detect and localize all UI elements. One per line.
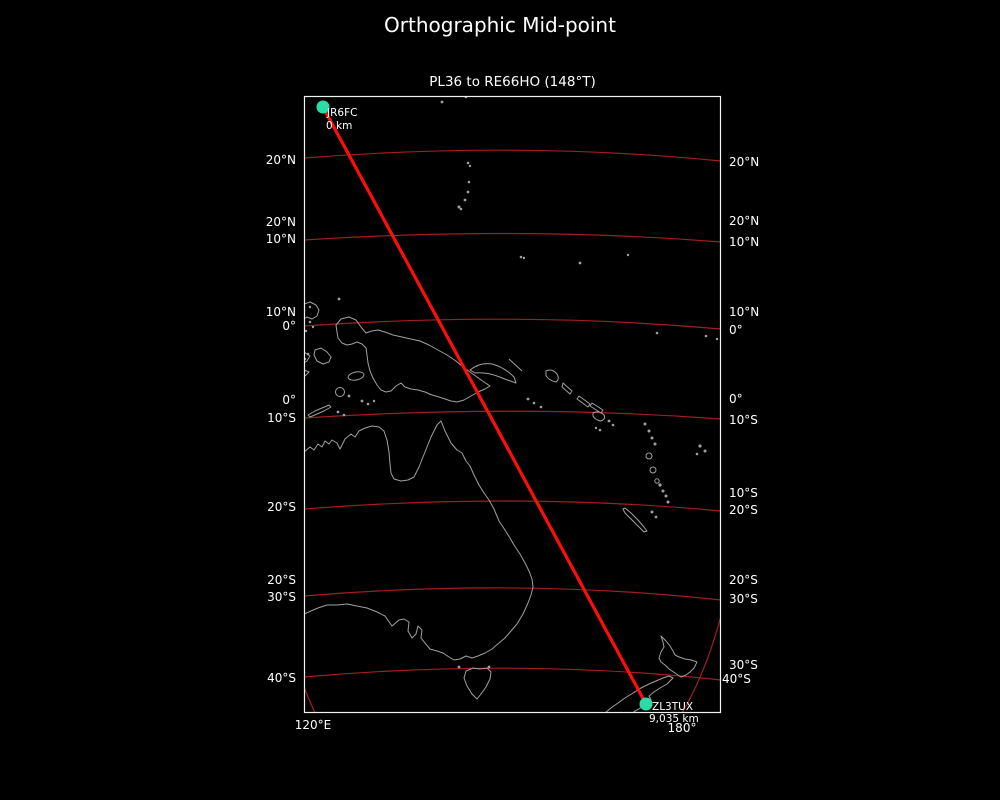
meridian-gridlines [304,615,721,713]
end-marker-callsign: ZL3TUX [652,701,694,713]
start-marker [316,100,330,114]
lat-tick-left: 0° [282,393,296,407]
lat-tick-right: 20°S [729,573,758,587]
lat-tick-left: 0° [282,319,296,333]
end-marker-distance: 9,035 km [649,713,699,725]
lat-tick-right: 10°S [729,486,758,500]
start-marker-distance: 0 km [326,120,353,132]
lat-tick-right: 10°N [729,305,760,319]
coastlines [304,301,698,713]
lat-tick-right: 10°S [729,413,758,427]
map-frame [303,95,722,714]
australia-coastline [304,420,534,661]
buru-coastline [335,387,345,397]
latitude-gridlines [304,149,721,681]
new-ireland-coastline [508,358,523,372]
lat-tick-left: 10°N [265,305,296,319]
lat-tick-right: 20°N [729,214,760,228]
new-guinea-coastline [335,316,491,403]
new-britain-coastline [469,363,517,384]
new-caledonia-coastline [622,507,648,533]
end-marker [639,697,653,711]
start-marker-callsign: JR6FC [327,107,358,119]
lon-tick-bottom: 120°E [294,718,332,732]
map-title: PL36 to RE66HO (148°T) [429,74,596,90]
timor-coastline [307,404,332,418]
nz-north-island-coastline [658,635,698,678]
solomon-islands [545,369,606,422]
lat-tick-left: 30°S [267,590,296,604]
lat-tick-left: 20°N [265,153,296,167]
figure-title: Orthographic Mid-point [384,13,616,37]
lat-tick-right: 40°S [722,672,751,686]
lat-tick-right: 0° [729,392,743,406]
great-circle-path [321,105,648,706]
lat-tick-left: 10°N [265,232,296,246]
lat-tick-right: 20°S [729,503,758,517]
lat-tick-right: 30°S [729,592,758,606]
island-specks [304,96,719,669]
mindanao-coastline [304,301,320,320]
lat-tick-left: 10°S [267,411,296,425]
lat-tick-left: 20°S [267,500,296,514]
halmahera-coastline [313,347,332,365]
lat-tick-left: 20°N [265,215,296,229]
lon-tick-bottom: 180° [667,721,697,735]
lat-tick-right: 0° [729,323,743,337]
lat-tick-left: 20°S [267,573,296,587]
lat-tick-right: 30°S [729,658,758,672]
lat-tick-left: 40°S [267,671,296,685]
tasmania-coastline [463,667,492,700]
lat-tick-right: 20°N [729,155,760,169]
lat-tick-right: 10°N [729,235,760,249]
vanuatu-islands [645,452,660,484]
seram-coastline [347,371,365,381]
